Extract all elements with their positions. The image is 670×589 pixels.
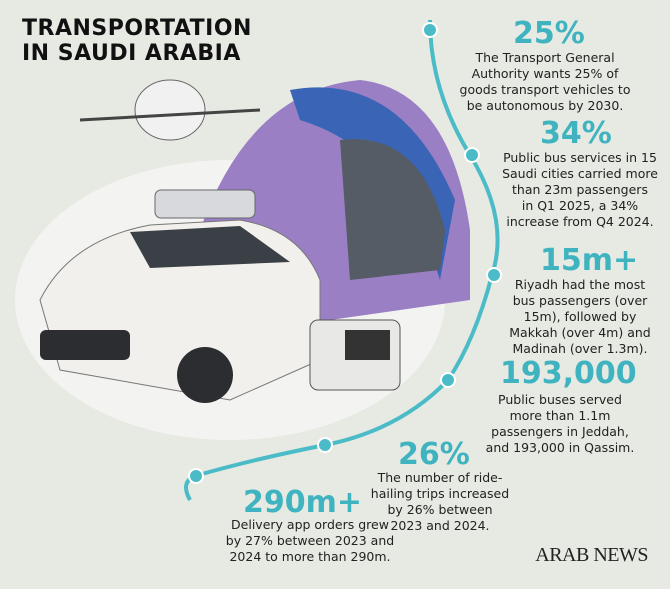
stat-figure: 26% bbox=[398, 437, 470, 472]
robot-screen bbox=[345, 330, 390, 360]
description-line: 15m), followed by bbox=[523, 309, 637, 324]
description-line: The number of ride- bbox=[377, 470, 503, 485]
description-line: in Q1 2025, a 34% bbox=[521, 198, 639, 213]
timeline-dot bbox=[422, 22, 438, 38]
stat-figure: 290m+ bbox=[243, 485, 363, 520]
timeline-dot bbox=[188, 468, 204, 484]
description-line: Authority wants 25% of bbox=[471, 66, 619, 81]
description-line: Public bus services in 15 bbox=[503, 150, 657, 165]
description-line: by 26% between bbox=[387, 502, 493, 517]
title: TRANSPORTATION IN SAUDI ARABIA bbox=[22, 16, 252, 66]
stat-description: Riyadh had the most bus passengers (over 1… bbox=[490, 277, 670, 357]
logo: ARAB NEWS bbox=[535, 544, 648, 566]
stat-description: Delivery app orders grew by 27% between 2… bbox=[220, 517, 400, 565]
car-sensor bbox=[154, 189, 256, 219]
description-line: 2024 to more than 290m. bbox=[229, 549, 391, 564]
description-line: The Transport General bbox=[475, 50, 615, 65]
description-line: hailing trips increased bbox=[370, 486, 510, 501]
stat-figure: 25% bbox=[513, 16, 585, 51]
description-line: than 23m passengers bbox=[512, 182, 648, 197]
timeline-dot bbox=[464, 147, 480, 163]
drone-arm bbox=[79, 108, 261, 122]
stat-figure: 34% bbox=[540, 116, 612, 151]
description-line: goods transport vehicles to bbox=[459, 82, 631, 97]
description-line: Delivery app orders grew bbox=[231, 517, 389, 532]
stat-figure: 15m+ bbox=[540, 243, 639, 278]
bus-stripe bbox=[290, 87, 455, 280]
description-line: Madinah (over 1.3m). bbox=[512, 341, 648, 356]
stat-description: The Transport General Authority wants 25%… bbox=[455, 50, 635, 114]
description-line: Riyadh had the most bbox=[514, 277, 646, 292]
drone-body bbox=[134, 79, 206, 141]
car-grille bbox=[40, 330, 130, 360]
car-window bbox=[130, 226, 290, 268]
description-line: more than 1.1m bbox=[509, 408, 611, 423]
car-wheel bbox=[177, 347, 233, 403]
timeline-curve bbox=[184, 19, 500, 501]
description-line: 2023 and 2024. bbox=[390, 518, 490, 533]
stat-description: The number of ride-hailing trips increas… bbox=[350, 470, 530, 534]
description-line: Saudi cities carried more bbox=[502, 166, 658, 181]
timeline-dot bbox=[317, 437, 333, 453]
description-line: and 193,000 in Qassim. bbox=[485, 440, 635, 455]
timeline-dot bbox=[440, 372, 456, 388]
stat-description: Public bus services in 15 Saudi cities ca… bbox=[490, 150, 670, 230]
title-line: TRANSPORTATION bbox=[22, 16, 252, 41]
timeline-dot bbox=[486, 267, 502, 283]
description-line: bus passengers (over bbox=[512, 293, 648, 308]
description-line: be autonomous by 2030. bbox=[466, 98, 624, 113]
stat-description: Public buses served more than 1.1m passeng… bbox=[470, 392, 650, 456]
description-line: passengers in Jeddah, bbox=[491, 424, 629, 439]
description-line: Public buses served bbox=[498, 392, 622, 407]
stat-figure: 193,000 bbox=[500, 356, 637, 391]
description-line: by 27% between 2023 and bbox=[225, 533, 395, 548]
description-line: increase from Q4 2024. bbox=[506, 214, 654, 229]
title-line: IN SAUDI ARABIA bbox=[22, 41, 241, 66]
bus-window bbox=[340, 139, 445, 280]
description-line: Makkah (over 4m) and bbox=[509, 325, 651, 340]
